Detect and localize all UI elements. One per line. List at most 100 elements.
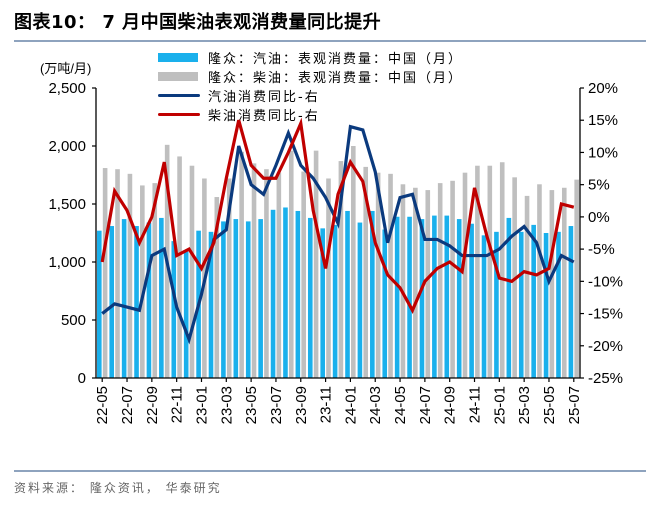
x-tick-label: 22-05	[94, 386, 111, 424]
diesel-bar-23-07	[276, 172, 282, 378]
diesel-bar-23-08	[288, 150, 294, 378]
legend-label: 隆众：汽油：表观消费量：中国（月）	[208, 52, 464, 67]
diesel-bar-23-04	[239, 151, 244, 378]
source-divider	[14, 470, 646, 472]
diesel-bar-22-07	[127, 173, 133, 378]
diesel-bar-24-02	[363, 166, 369, 378]
diesel-bar-22-06	[115, 169, 120, 378]
gasoline-bar-24-12	[481, 235, 487, 378]
gasoline-bar-24-07	[419, 219, 425, 378]
gasoline-bar-23-02	[208, 231, 214, 378]
diesel-bar-23-05	[251, 163, 257, 378]
gasoline-bar-23-05	[245, 221, 251, 378]
x-tick-label: 24-03	[367, 386, 384, 424]
diesel-bar-25-01	[499, 162, 505, 378]
gasoline-bar-23-07	[270, 209, 276, 378]
gasoline-bar-23-04	[233, 219, 239, 378]
diesel-bar-25-05	[549, 190, 555, 378]
diesel-bar-22-12	[189, 165, 195, 378]
gasoline-bar-23-10	[307, 217, 313, 378]
diesel-bar-24-09	[450, 180, 455, 378]
gasoline-bar-22-11	[171, 241, 177, 378]
left-tick-label: 1,000	[48, 254, 86, 271]
x-tick-label: 22-09	[144, 386, 161, 424]
diesel-bar-24-08	[437, 183, 443, 378]
gasoline-bar-24-10	[456, 219, 462, 378]
legend-swatch-gasoline-bar	[158, 53, 198, 62]
right-tick-label: -10%	[588, 273, 623, 290]
legend-label: 柴油消费同比-右	[208, 109, 320, 124]
x-tick-label: 24-09	[442, 386, 459, 424]
diesel-bar-22-09	[152, 183, 158, 378]
diesel-bar-22-05	[102, 168, 108, 378]
x-tick-label: 23-11	[318, 386, 335, 423]
title-divider	[14, 40, 646, 42]
gasoline-bar-24-08	[432, 215, 437, 378]
gasoline-bar-22-06	[109, 226, 115, 378]
gasoline-bar-25-02	[506, 217, 512, 378]
x-tick-label: 24-01	[342, 386, 359, 424]
chart-title: 图表10： 7 月中国柴油表观消费量同比提升	[14, 12, 382, 33]
x-tick-label: 22-07	[119, 386, 136, 424]
x-tick-label: 24-05	[392, 386, 409, 424]
left-tick-label: 2,000	[48, 138, 86, 155]
diesel-yoy-line	[100, 117, 575, 314]
right-tick-label: 0%	[588, 209, 610, 226]
legend-swatch-gasoline-line	[158, 94, 200, 97]
x-tick-label: 24-11	[467, 386, 484, 423]
gasoline-bar-22-08	[134, 226, 139, 378]
gasoline-bar-25-04	[531, 224, 536, 378]
gasoline-bar-23-01	[196, 230, 201, 378]
gasoline-bar-24-11	[469, 223, 474, 378]
gasoline-yoy-line	[101, 124, 575, 345]
x-tick-label: 24-07	[417, 386, 434, 424]
legend-swatch-diesel-bar	[158, 72, 198, 81]
diesel-bar-24-04	[388, 173, 393, 378]
left-tick-label: 1,500	[48, 196, 86, 213]
gasoline-bar-24-01	[345, 210, 350, 378]
left-tick-label: 2,500	[48, 80, 86, 97]
gasoline-bar-24-03	[370, 210, 375, 378]
gasoline-bar-25-05	[543, 233, 549, 378]
gasoline-bar-23-08	[283, 207, 288, 378]
right-tick-label: 5%	[588, 177, 610, 194]
right-tick-label: 20%	[588, 80, 618, 97]
x-tick-label: 23-07	[268, 386, 285, 424]
x-tick-label: 22-11	[169, 386, 186, 423]
x-tick-label: 25-05	[541, 386, 558, 424]
x-tick-label: 23-05	[243, 386, 260, 424]
diesel-bar-25-06	[561, 187, 567, 378]
gasoline-bar-23-12	[332, 224, 338, 378]
diesel-bar-24-05	[400, 184, 406, 378]
gasoline-bar-25-03	[518, 231, 524, 378]
diesel-bar-22-10	[164, 144, 170, 378]
diesel-bar-23-09	[301, 171, 306, 378]
diesel-bar-25-03	[524, 195, 530, 378]
right-tick-label: -15%	[588, 306, 623, 323]
diesel-bar-25-07	[574, 179, 579, 378]
legend-item-gasoline-consumption: 隆众：汽油：表观消费量：中国（月）	[158, 48, 463, 67]
legend-item-diesel-consumption: 隆众：柴油：表观消费量：中国（月）	[158, 67, 463, 86]
gasoline-bar-22-07	[121, 219, 127, 378]
gasoline-bar-23-09	[295, 210, 301, 378]
x-tick-label: 23-01	[193, 386, 210, 424]
diesel-bar-24-01	[351, 146, 356, 378]
axes-layer: 0 500 1,000 1,500 2,000 2,500 -25% -20% -15% -10%…	[48, 80, 623, 424]
diesel-bar-24-06	[413, 187, 418, 378]
left-tick-label: 500	[61, 312, 86, 329]
diesel-bar-23-03	[226, 178, 232, 378]
gasoline-bar-24-06	[407, 216, 412, 378]
legend-swatch-diesel-line	[158, 113, 200, 116]
x-tick-label: 25-01	[491, 386, 508, 424]
legend-label: 隆众：柴油：表观消费量：中国（月）	[208, 71, 464, 86]
diesel-bar-24-12	[487, 165, 493, 378]
source-note: 资料来源： 隆众资讯， 华泰研究	[14, 481, 222, 495]
diesel-bar-25-02	[512, 177, 517, 378]
gasoline-bar-22-10	[159, 217, 164, 378]
gasoline-bar-24-05	[394, 216, 400, 378]
gasoline-bar-25-01	[494, 231, 499, 378]
gasoline-bar-25-07	[568, 226, 574, 378]
gasoline-bar-24-09	[444, 215, 450, 378]
gasoline-bar-22-05	[97, 230, 102, 378]
x-tick-label: 25-07	[566, 386, 583, 424]
